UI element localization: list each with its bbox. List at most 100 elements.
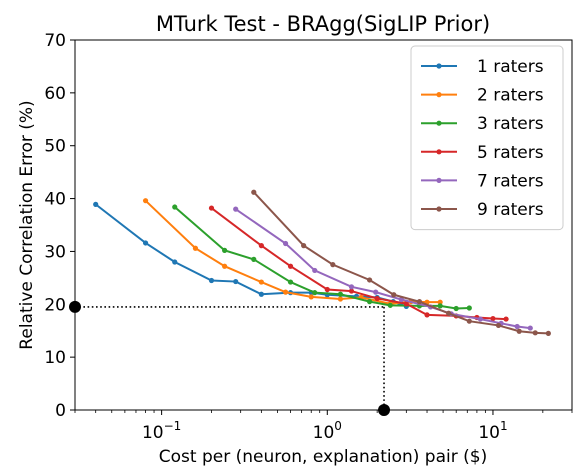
data-point [330,262,336,268]
legend-swatch-marker [436,92,442,98]
legend-label: 7 raters [477,171,544,191]
data-point [337,296,344,302]
data-point [416,299,423,305]
data-point [233,278,239,285]
legend-item: 2 raters [421,86,544,106]
data-point [516,328,522,334]
data-point [142,240,149,246]
data-point [514,323,520,330]
data-point [545,330,551,336]
legend-label: 5 raters [477,143,544,163]
data-point [258,279,264,285]
x-tick-label: 101 [478,419,507,443]
data-point [287,279,294,285]
data-point [287,263,294,269]
y-tick-label: 0 [55,401,66,421]
data-point [348,284,355,290]
series-1 [93,201,409,309]
data-point [373,289,379,295]
data-point [251,256,257,262]
data-point [466,305,472,311]
series-line [235,208,531,330]
data-point [387,302,393,308]
data-point [233,206,239,212]
series-line [174,206,470,310]
data-point [93,201,99,207]
data-point [312,267,318,274]
data-point [495,322,502,329]
data-point [324,286,330,293]
y-tick-label: 40 [44,190,66,210]
data-point [437,299,443,305]
data-point [366,277,373,283]
data-point [312,290,318,296]
y-tick-label: 70 [44,31,66,51]
data-point [208,277,215,284]
data-point [301,243,307,249]
data-point [446,310,452,316]
y-tick-label: 30 [44,242,66,262]
series-line [144,199,441,305]
y-tick-label: 10 [44,348,66,368]
chart-title: MTurk Test - BRAgg(SigLIP Prior) [156,12,490,36]
data-point [398,296,404,303]
legend-item: 9 raters [421,200,544,220]
series-5 [233,206,533,331]
data-point [348,288,355,294]
reference-marker-x [378,404,391,416]
legend-swatch-marker [436,63,442,69]
data-point [208,205,215,211]
data-point [192,245,199,251]
legend-item: 7 raters [421,171,544,191]
y-tick-label: 50 [44,137,66,157]
data-point [437,303,443,309]
legend-label: 2 raters [477,86,544,106]
plot-content [75,189,551,410]
legend-item: 5 raters [421,143,544,163]
legend-swatch-marker [436,120,442,126]
legend-item: 3 raters [421,114,544,134]
series-6 [251,189,551,336]
data-point [490,315,496,322]
legend-label: 9 raters [477,200,544,220]
x-axis: 10−1 100 101 [74,410,573,443]
legend-label: 1 raters [477,57,544,77]
data-point [172,259,178,265]
data-point [503,316,509,322]
data-point [466,318,472,324]
data-point [172,204,178,210]
data-point [258,291,264,297]
x-tick-label: 100 [313,419,342,443]
data-point [424,312,430,318]
y-tick-label: 60 [44,84,66,104]
data-point [251,189,257,195]
x-axis-label: Cost per (neuron, explanation) pair ($) [159,447,487,467]
y-tick-label: 20 [44,295,66,315]
plot-area [69,39,573,416]
data-point [337,291,344,297]
data-point [527,325,533,331]
axes-frame [74,39,573,411]
data-point [532,330,538,336]
legend: 1 raters 2 raters 3 raters 5 raters 7 raters… [410,45,564,231]
data-point [403,301,409,307]
legend-label: 3 raters [477,114,544,134]
y-axis: 0 10 20 30 40 50 60 70 [44,31,75,421]
data-point [142,198,149,204]
legend-frame [410,45,564,231]
legend-item: 1 raters [421,57,544,77]
data-point [258,243,264,249]
data-point [366,299,373,305]
data-point [477,316,484,322]
y-axis-label: Relative Correlation Error (%) [17,100,37,349]
legend-swatch-marker [436,149,442,155]
data-point [222,263,228,269]
legend-swatch-marker [436,206,442,212]
data-point [308,294,314,300]
data-point [222,247,228,253]
series-2 [142,198,443,307]
data-point [282,240,289,247]
data-point [391,292,397,298]
x-tick-label: 10−1 [142,419,181,443]
